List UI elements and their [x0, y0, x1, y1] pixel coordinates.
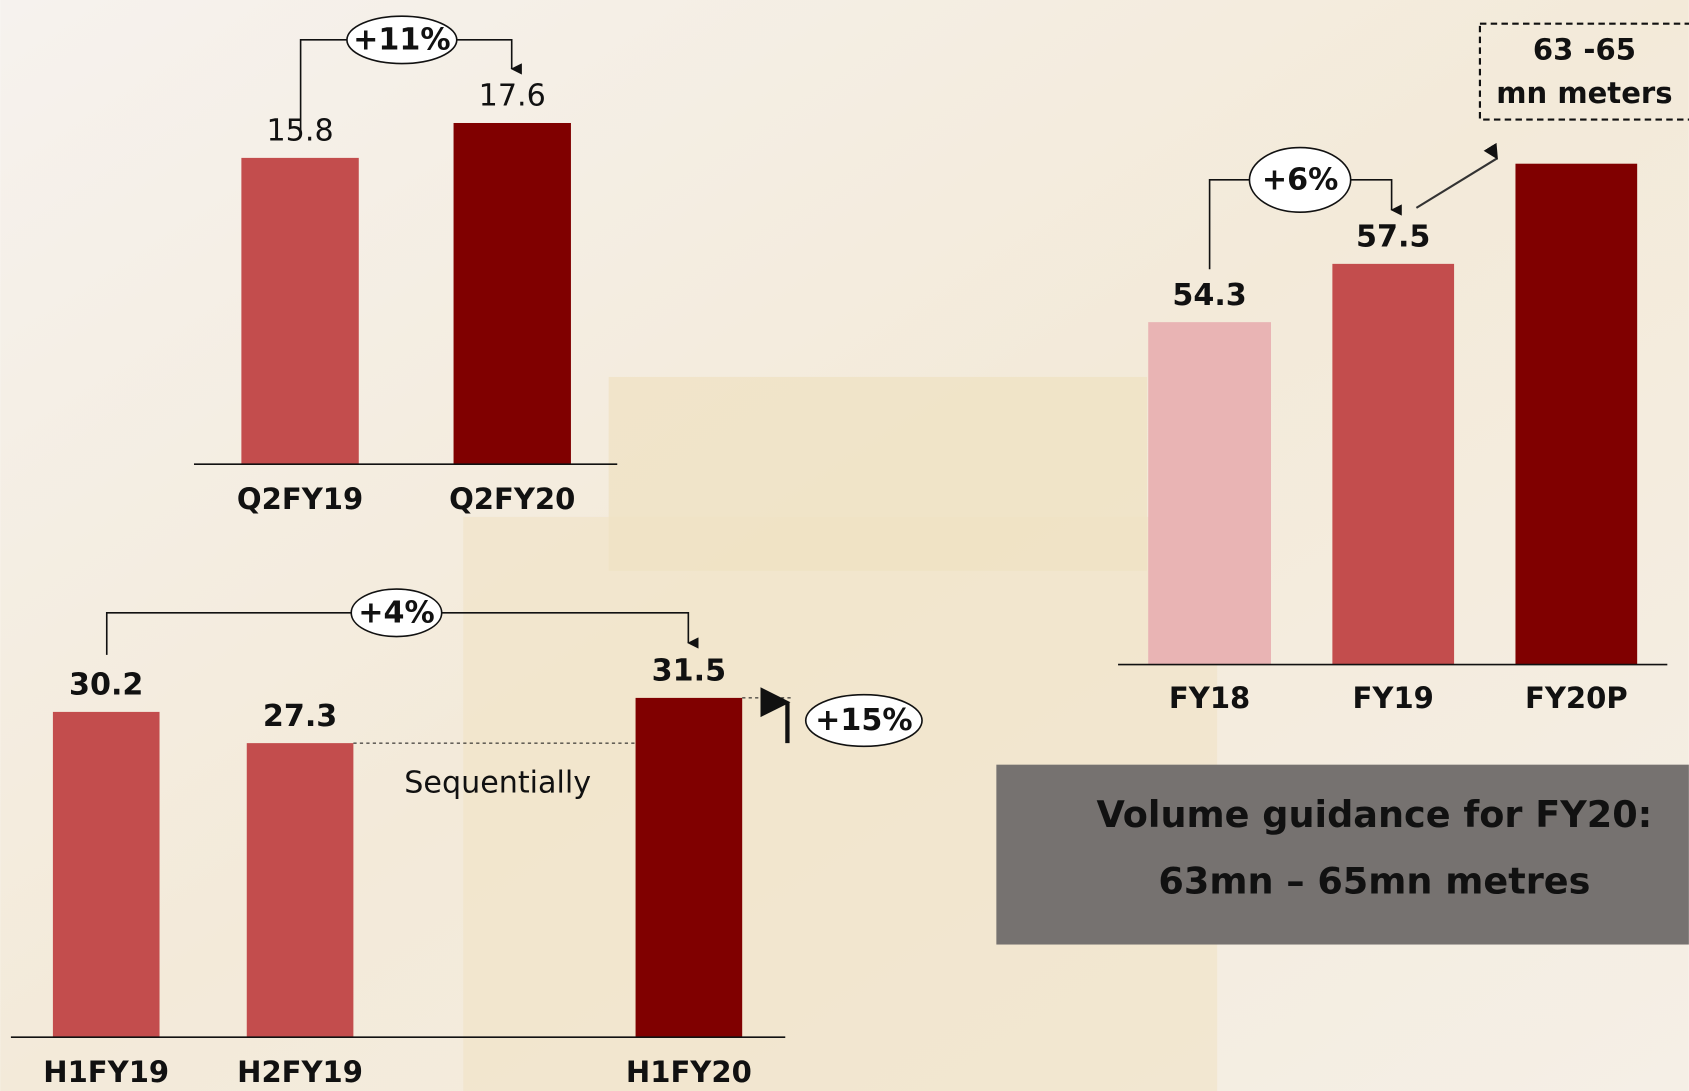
bar	[1332, 264, 1454, 665]
x-tick-label: Q2FY20	[449, 482, 575, 516]
growth-label: +15%	[815, 703, 912, 738]
value-label: 27.3	[263, 699, 337, 734]
bar	[53, 712, 160, 1037]
x-tick-label: FY18	[1169, 681, 1250, 715]
x-tick-label: H2FY19	[237, 1055, 363, 1089]
value-label: 54.3	[1172, 278, 1246, 313]
x-tick-label: H1FY20	[626, 1055, 752, 1089]
growth-label: +11%	[353, 22, 450, 57]
bar	[636, 698, 743, 1037]
x-tick-label: Q2FY19	[237, 482, 363, 516]
value-label: 31.5	[652, 654, 726, 689]
bar	[454, 123, 571, 464]
bar	[247, 743, 354, 1037]
guidance-box	[996, 765, 1689, 945]
value-label: 17.6	[479, 79, 546, 114]
projection-label: mn meters	[1496, 76, 1672, 110]
bar	[1148, 322, 1271, 664]
x-tick-label: FY19	[1353, 681, 1434, 715]
growth-label: +6%	[1262, 162, 1338, 197]
x-tick-label: H1FY19	[43, 1055, 169, 1089]
guidance-text: 63mn – 65mn metres	[1158, 860, 1590, 903]
projection-label: 63 -65	[1533, 33, 1636, 67]
value-label: 57.5	[1356, 220, 1430, 255]
value-label: 30.2	[69, 668, 143, 703]
slide: 15.8Q2FY1917.6Q2FY20+11%30.2H1FY1927.3H2…	[0, 0, 1689, 1091]
growth-label: +4%	[358, 595, 434, 630]
guidance-text: Volume guidance for FY20:	[1096, 793, 1652, 836]
x-tick-label: FY20P	[1525, 681, 1628, 715]
sequential-label: Sequentially	[404, 766, 591, 801]
bar	[241, 158, 358, 464]
bar	[1515, 164, 1637, 665]
